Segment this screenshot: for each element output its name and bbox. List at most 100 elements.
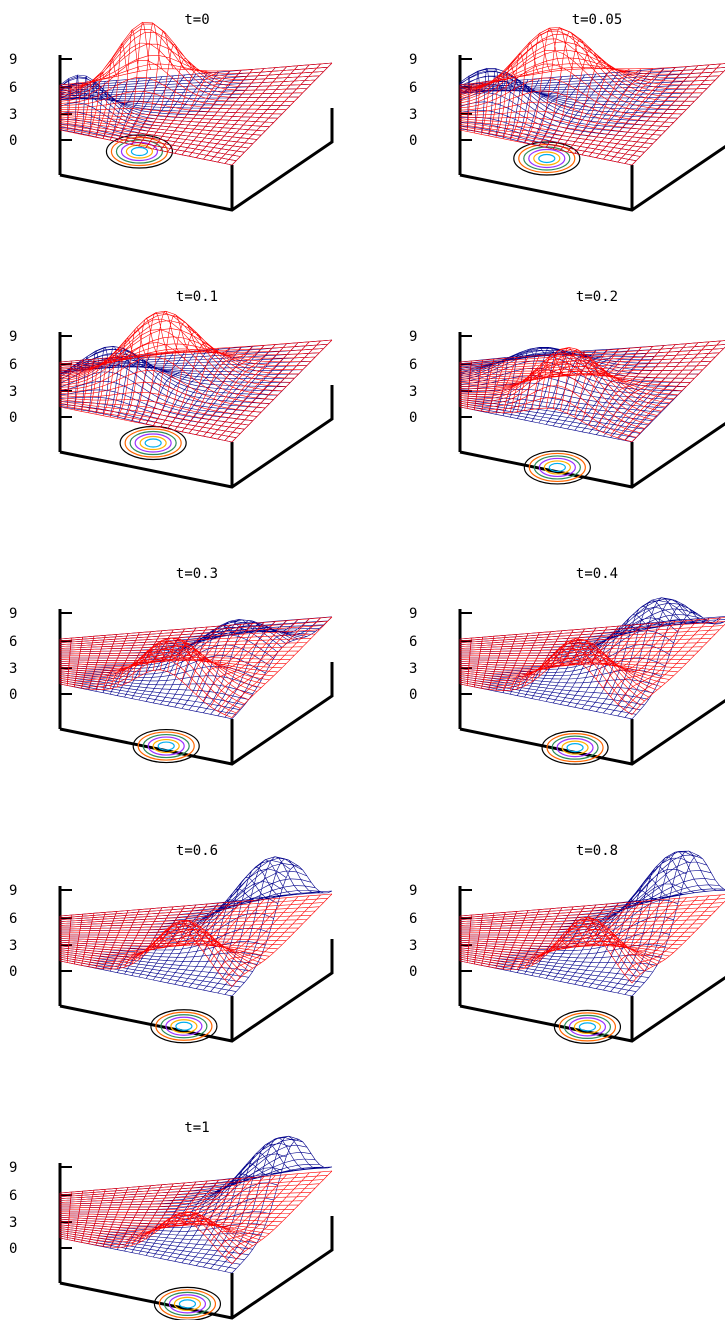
contour-line xyxy=(158,1289,217,1319)
z-tick-label: 6 xyxy=(9,634,17,650)
contour-line xyxy=(523,450,591,485)
red-surface xyxy=(59,21,333,166)
red-surface-mesh xyxy=(459,27,725,166)
red-surface xyxy=(459,617,725,715)
contour-line xyxy=(110,136,169,167)
z-tick-label: 6 xyxy=(9,80,17,96)
z-tick-label: 0 xyxy=(9,133,17,149)
z-tick-label: 9 xyxy=(9,52,17,68)
z-tick-label: 9 xyxy=(409,606,417,622)
contour-line xyxy=(543,460,571,475)
z-tick-label: 0 xyxy=(9,410,17,426)
z-tick-label: 0 xyxy=(409,133,417,149)
blue-surface-mesh xyxy=(59,616,333,720)
contour-line xyxy=(523,146,571,171)
z-tick-label: 6 xyxy=(9,357,17,373)
surface-panel: t=0.4 9 6 3 0 xyxy=(409,566,725,766)
red-surface xyxy=(59,310,333,443)
floor-contours xyxy=(132,728,200,764)
z-tick-label: 0 xyxy=(9,964,17,980)
red-surface-mesh xyxy=(59,1170,333,1264)
surface-panel: t=1 9 6 3 0 xyxy=(9,1120,334,1320)
contour-line xyxy=(155,1011,213,1041)
surface-panel: t=0.8 9 6 3 0 xyxy=(409,843,725,1044)
z-tick-label: 9 xyxy=(9,606,17,622)
z-tick-label: 3 xyxy=(9,1215,17,1231)
z-tick-label: 3 xyxy=(409,661,417,677)
surface-panel: t=0.2 9 6 3 0 xyxy=(409,289,725,489)
contour-line xyxy=(541,730,609,765)
z-tick-label: 6 xyxy=(9,911,17,927)
red-surface-mesh xyxy=(59,893,333,987)
z-tick-label: 0 xyxy=(409,687,417,703)
contour-line xyxy=(137,731,195,761)
contour-line xyxy=(165,1016,203,1036)
contour-line xyxy=(548,462,566,473)
blue-surface xyxy=(459,63,725,166)
contour-line xyxy=(173,1296,202,1311)
z-tick-label: 0 xyxy=(409,964,417,980)
panel-title: t=0.8 xyxy=(576,843,618,859)
contour-line xyxy=(578,1022,597,1032)
z-tick-label: 0 xyxy=(409,410,417,426)
contour-line xyxy=(551,735,599,760)
panel-title: t=0.6 xyxy=(176,843,218,859)
red-surface-mesh xyxy=(59,310,333,443)
z-tick-label: 3 xyxy=(409,107,417,123)
red-surface xyxy=(459,27,725,166)
z-tick-label: 0 xyxy=(9,1241,17,1257)
contour-line xyxy=(556,738,594,758)
contour-line xyxy=(573,1019,602,1034)
contour-line xyxy=(168,1294,207,1314)
contour-line xyxy=(134,433,172,453)
contour-line xyxy=(142,733,190,759)
panel-title: t=1 xyxy=(184,1120,209,1136)
floor-contours xyxy=(150,1009,218,1044)
contour-line xyxy=(528,452,586,483)
contour-line xyxy=(170,1019,198,1034)
z-tick-label: 3 xyxy=(409,938,417,954)
contour-line xyxy=(150,1009,218,1044)
contour-line xyxy=(105,134,174,169)
contour-line xyxy=(533,151,561,166)
contour-line xyxy=(160,1014,208,1039)
panel-title: t=0.4 xyxy=(576,566,618,582)
z-tick-label: 6 xyxy=(409,357,417,373)
floor-box xyxy=(459,698,725,766)
contour-line xyxy=(129,430,177,456)
floor-contours xyxy=(523,450,591,485)
surface-panel: t=0.05 9 6 3 0 xyxy=(409,12,725,212)
contour-line xyxy=(558,1012,617,1042)
contour-line xyxy=(163,1291,212,1316)
red-surface-mesh xyxy=(59,616,333,718)
z-tick-label: 9 xyxy=(409,52,417,68)
floor-box xyxy=(459,421,725,489)
contour-line xyxy=(157,741,175,751)
contour-line xyxy=(119,425,187,461)
contour-line xyxy=(566,743,584,753)
contour-line xyxy=(144,438,162,448)
z-tick-label: 0 xyxy=(9,687,17,703)
z-tick-label: 3 xyxy=(409,384,417,400)
red-surface xyxy=(59,893,333,987)
contour-line xyxy=(528,148,566,169)
contour-line xyxy=(538,153,556,164)
contour-line xyxy=(546,733,604,763)
z-tick-label: 9 xyxy=(9,329,17,345)
contour-line xyxy=(124,428,182,458)
red-surface-mesh xyxy=(459,617,725,715)
floor-contours xyxy=(513,141,581,176)
red-surface xyxy=(459,340,725,442)
contour-line xyxy=(130,146,149,157)
contour-line xyxy=(518,143,576,174)
blue-surface-mesh xyxy=(459,63,725,166)
panel-title: t=0.3 xyxy=(176,566,218,582)
contour-line xyxy=(120,141,159,162)
panel-title: t=0.1 xyxy=(176,289,218,305)
z-tick-label: 6 xyxy=(9,1188,17,1204)
panel-title: t=0 xyxy=(184,12,209,28)
z-tick-label: 9 xyxy=(9,1160,17,1176)
floor-contours xyxy=(541,730,609,765)
contour-line xyxy=(175,1021,193,1031)
